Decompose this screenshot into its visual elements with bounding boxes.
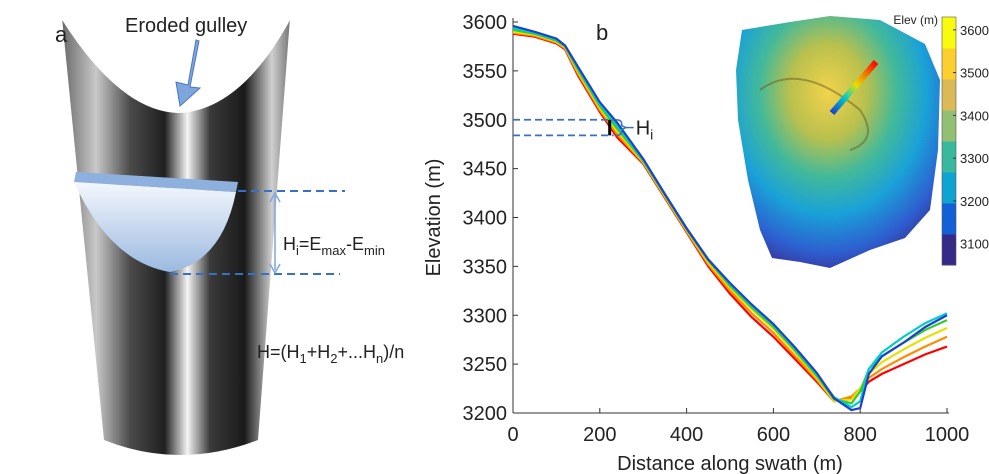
formula-part: +...H	[338, 342, 377, 362]
gulley-diagram: a Eroded gulley Hi=Emax-Emin H=(H1+H2+..…	[55, 15, 404, 455]
colorbar-segment	[942, 234, 956, 266]
mean-formula: H=(H1+H2+...Hn)/n	[257, 342, 404, 366]
formula-part: )/n	[383, 342, 404, 362]
panel-label: a	[55, 22, 68, 47]
colorbar-segment	[942, 17, 956, 49]
formula-part: H	[283, 234, 296, 254]
colorbar-segment	[942, 110, 956, 142]
subscript: 1	[300, 351, 307, 366]
colorbar-segment	[942, 203, 956, 235]
subscript: min	[364, 243, 385, 258]
colorbar-tick-label: 3400	[960, 108, 989, 123]
colorbar-segment	[942, 48, 956, 80]
colorbar-frame	[941, 16, 957, 266]
swath	[829, 60, 879, 115]
x-tick-label: 1000	[925, 424, 970, 446]
x-axis-label: Distance along swath (m)	[617, 453, 843, 474]
colorbar-segment	[942, 172, 956, 204]
annotation-sub: i	[650, 127, 653, 143]
colorbar-tick-label: 3200	[960, 194, 989, 209]
y-tick-label: 3550	[463, 61, 508, 83]
x-tick-label: 0	[507, 424, 518, 446]
ridge	[759, 77, 869, 151]
colorbar-segment	[942, 141, 956, 173]
profile-chart: 3200 3250 3300 3350 3400 3450 3500 3550 3600 0 200…	[423, 12, 969, 474]
y-tick-label: 3400	[463, 208, 508, 230]
colorbar-tick-label: 3600	[960, 23, 989, 38]
y-tick-label: 3300	[463, 305, 508, 327]
arrow-label: Eroded gulley	[125, 15, 247, 37]
x-tick-label: 200	[583, 424, 616, 446]
y-tick-label: 3500	[463, 110, 508, 132]
arrow-heads	[269, 191, 281, 275]
x-tick-label: 400	[670, 424, 703, 446]
subscript: i	[296, 243, 299, 258]
profile-line	[512, 24, 948, 412]
subscript: 2	[330, 351, 337, 366]
y-tick-label: 3600	[463, 12, 508, 34]
y-tick-label: 3350	[463, 256, 508, 278]
colorbar-tick-label: 3300	[960, 151, 989, 166]
y-axis-label: Elevation (m)	[423, 159, 445, 277]
formula-part: +H	[307, 342, 331, 362]
y-tick-label: 3250	[463, 354, 508, 376]
y-tick-label: 3200	[463, 403, 508, 425]
formula-part: H=(H	[257, 342, 300, 362]
inset-map	[736, 16, 940, 268]
x-tick-label: 800	[844, 424, 877, 446]
gulley-rim	[61, 17, 291, 114]
height-formula: Hi=Emax-Emin	[283, 234, 385, 258]
colorbar: 3100 3200 3300 3400 3500 3600 Elev (m)	[893, 13, 989, 266]
annotation-text: H	[636, 118, 650, 140]
colorbar-tick-label: 3100	[960, 237, 989, 252]
y-tick-label: 3450	[463, 159, 508, 181]
subscript: max	[321, 243, 346, 258]
colorbar-segment	[942, 79, 956, 111]
panel-label: b	[596, 20, 608, 45]
dem-surface	[736, 16, 940, 268]
annotation-label: Hi	[636, 118, 654, 143]
formula-part: =E	[299, 234, 322, 254]
x-tick-label: 600	[757, 424, 790, 446]
formula-part: -E	[346, 234, 364, 254]
subscript: n	[376, 351, 383, 366]
colorbar-tick-label: 3500	[960, 66, 989, 81]
arrow	[175, 39, 202, 107]
cross-section	[74, 182, 236, 272]
colorbar-title: Elev (m)	[893, 13, 938, 27]
section-top	[74, 172, 238, 192]
